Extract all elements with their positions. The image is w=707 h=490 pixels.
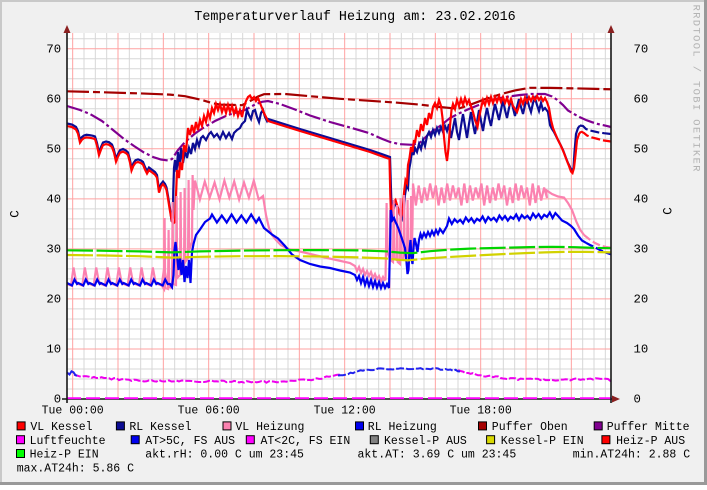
svg-text:0: 0 [54, 393, 61, 407]
svg-text:VL Heizung: VL Heizung [235, 421, 304, 434]
svg-text:Tue 12:00: Tue 12:00 [314, 405, 376, 418]
svg-text:Temperaturverlauf Heizung am:: Temperaturverlauf Heizung am: 23.02.2016 [194, 10, 515, 25]
svg-text:Tue 06:00: Tue 06:00 [178, 405, 240, 418]
svg-text:Luftfeuchte: Luftfeuchte [30, 435, 106, 448]
svg-text:akt.rH: 0.00 C um 23:45: akt.rH: 0.00 C um 23:45 [145, 449, 304, 462]
svg-text:50: 50 [634, 142, 649, 156]
svg-text:Puffer Oben: Puffer Oben [492, 421, 568, 434]
svg-text:0: 0 [634, 393, 641, 407]
svg-text:min.AT24h: 2.88 C: min.AT24h: 2.88 C [573, 449, 690, 462]
svg-text:AT>5C, FS AUS: AT>5C, FS AUS [145, 435, 235, 448]
svg-text:C: C [8, 210, 22, 218]
svg-text:C: C [661, 207, 675, 215]
svg-text:Heiz-P EIN: Heiz-P EIN [30, 449, 99, 462]
svg-text:70: 70 [634, 42, 649, 56]
svg-text:Heiz-P AUS: Heiz-P AUS [616, 435, 685, 448]
svg-text:10: 10 [634, 343, 649, 357]
svg-text:Kessel-P EIN: Kessel-P EIN [501, 435, 584, 448]
svg-text:10: 10 [46, 343, 61, 357]
svg-text:60: 60 [46, 92, 61, 106]
svg-text:70: 70 [46, 42, 61, 56]
svg-text:akt.AT: 3.69 C um 23:45: akt.AT: 3.69 C um 23:45 [358, 449, 517, 462]
svg-text:RL Kessel: RL Kessel [129, 421, 191, 434]
svg-text:30: 30 [634, 242, 649, 256]
svg-text:VL Kessel: VL Kessel [30, 421, 92, 434]
svg-text:Kessel-P AUS: Kessel-P AUS [384, 435, 467, 448]
svg-text:20: 20 [634, 293, 649, 307]
svg-text:20: 20 [46, 293, 61, 307]
svg-text:Puffer Mitte: Puffer Mitte [607, 421, 690, 434]
svg-text:60: 60 [634, 92, 649, 106]
svg-text:40: 40 [634, 192, 649, 206]
svg-text:AT<2C, FS EIN: AT<2C, FS EIN [261, 435, 351, 448]
svg-text:40: 40 [46, 192, 61, 206]
svg-text:30: 30 [46, 242, 61, 256]
svg-text:Tue 18:00: Tue 18:00 [450, 405, 512, 418]
svg-text:RRDTOOL / TOBI OETIKER: RRDTOOL / TOBI OETIKER [690, 5, 702, 173]
svg-text:Tue 00:00: Tue 00:00 [42, 405, 104, 418]
svg-text:max.AT24h: 5.86 C: max.AT24h: 5.86 C [17, 463, 134, 476]
svg-text:50: 50 [46, 142, 61, 156]
svg-text:RL Heizung: RL Heizung [368, 421, 437, 434]
